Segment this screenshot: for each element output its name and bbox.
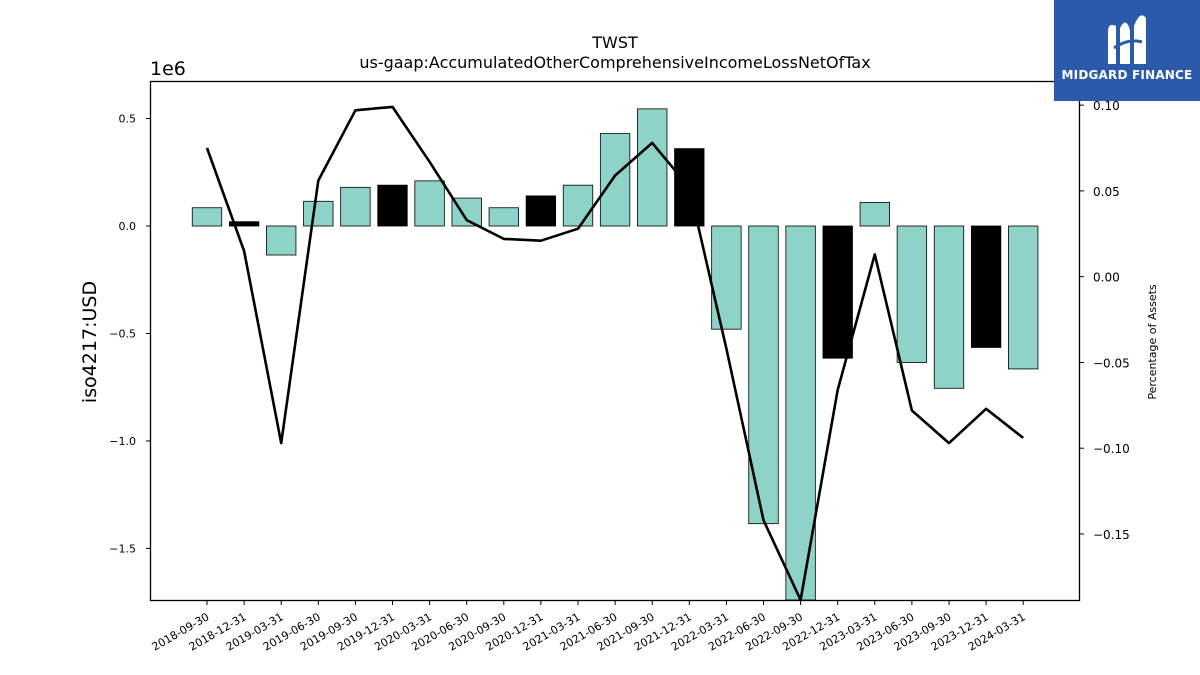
bar-2020-03-31 xyxy=(414,180,445,227)
y-tick-label: −0.5 xyxy=(109,327,136,340)
bar-2019-09-30 xyxy=(340,186,371,227)
bar-2021-03-31 xyxy=(562,184,594,227)
y-tick-label: −1.5 xyxy=(109,542,136,555)
y2-tick-label: 0.00 xyxy=(1093,271,1120,285)
midgard-logo-icon xyxy=(1108,15,1146,65)
bar-2020-12-31 xyxy=(525,195,557,227)
bar-2020-09-30 xyxy=(488,207,519,227)
y-tick-label: 0.0 xyxy=(119,220,137,233)
bar-2022-12-31 xyxy=(822,225,853,359)
bar-2024-03-31 xyxy=(1008,225,1039,370)
bar-2023-06-30 xyxy=(896,225,928,363)
bar-2022-06-30 xyxy=(748,225,779,525)
line-series xyxy=(205,105,1025,602)
y2-tick-label: 0.10 xyxy=(1093,99,1120,113)
bar-2019-03-31 xyxy=(266,225,297,256)
y2-axis-label: Percentage of Assets xyxy=(1146,284,1159,400)
percentage-line xyxy=(205,105,1025,602)
bar-series xyxy=(191,108,1039,601)
bar-2022-03-31 xyxy=(711,225,742,330)
bar-2018-12-31 xyxy=(228,221,260,227)
y2-tick-label: −0.10 xyxy=(1093,442,1130,456)
bar-2023-12-31 xyxy=(970,225,1002,348)
y-scale-label: 1e6 xyxy=(150,58,186,80)
logo-text: MIDGARD FINANCE xyxy=(1061,68,1193,82)
y-tick-label: −1.0 xyxy=(109,435,136,448)
y-axis-right: 0.10 0.05 0.00 −0.05 −0.10 −0.15 xyxy=(1079,99,1130,542)
y-axis-left: 0.5 0.0 −0.5 −1.0 −1.5 xyxy=(109,113,151,555)
chart-title: TWST xyxy=(591,33,638,52)
y-tick-label: 0.5 xyxy=(119,113,137,126)
bar-2019-12-31 xyxy=(377,184,408,227)
bar-2023-03-31 xyxy=(859,201,890,227)
bar-2021-09-30 xyxy=(637,108,668,227)
y2-tick-label: 0.05 xyxy=(1093,185,1120,199)
midgard-finance-logo: MIDGARD FINANCE xyxy=(1054,0,1200,101)
bar-2021-06-30 xyxy=(599,133,631,227)
bar-2019-06-30 xyxy=(303,200,334,227)
chart-subtitle: us-gaap:AccumulatedOtherComprehensiveInc… xyxy=(359,53,870,72)
y-axis-label: iso4217:USD xyxy=(79,281,101,403)
y2-tick-label: −0.05 xyxy=(1093,356,1130,370)
x-axis: 2018-09-302018-12-312019-03-312019-06-30… xyxy=(150,600,1028,654)
y2-tick-label: −0.15 xyxy=(1093,528,1130,542)
bar-2023-09-30 xyxy=(933,225,965,389)
bar-2018-09-30 xyxy=(191,207,223,227)
